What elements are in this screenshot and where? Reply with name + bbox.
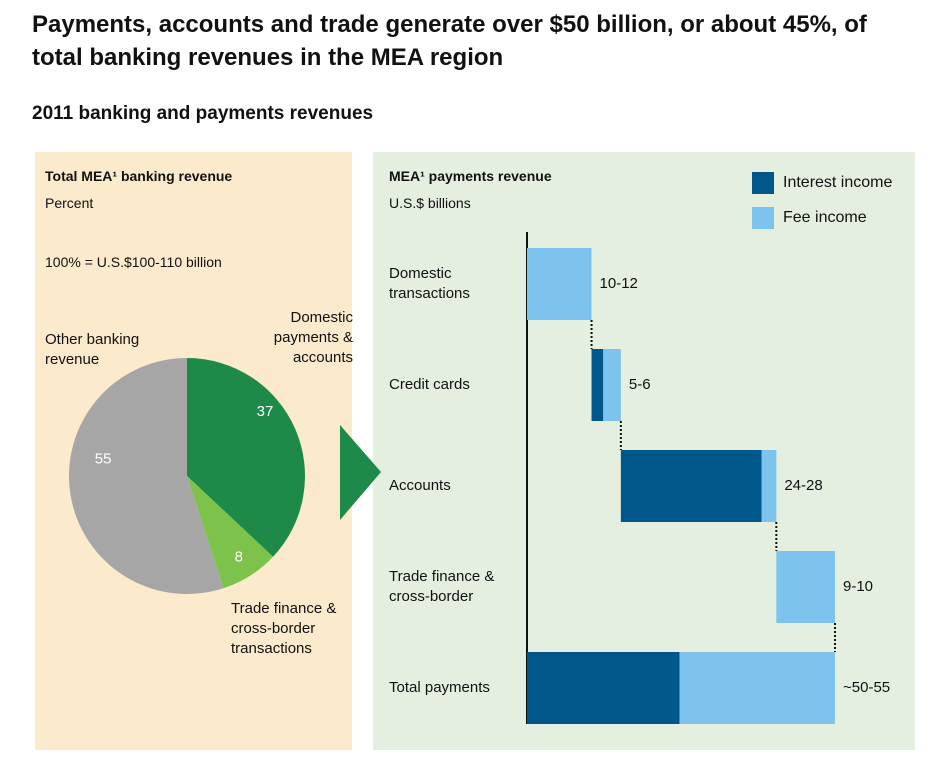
slice-value-label: 55 <box>95 450 112 467</box>
pie-note: 100% = U.S.$100-110 billion <box>45 254 222 270</box>
pie-title: Total MEA¹ banking revenue <box>45 168 233 184</box>
slice-value-label: 8 <box>235 549 243 566</box>
arrow <box>340 425 381 520</box>
page-title: Payments, accounts and trade generate ov… <box>32 11 867 71</box>
pie-slice <box>68 358 224 594</box>
bar-segment <box>527 652 680 724</box>
page-subtitle: 2011 banking and payments revenues <box>32 103 374 124</box>
legend-swatch <box>752 207 774 229</box>
waterfall-title: MEA¹ payments revenue <box>389 168 552 184</box>
slice-value-label: 37 <box>257 403 274 420</box>
category-label: Total payments <box>389 679 490 696</box>
bar-segment <box>527 248 592 320</box>
bar-segment <box>776 551 835 623</box>
bar-value-label: 10-12 <box>600 275 638 292</box>
pie-slice <box>187 358 305 557</box>
bar-segment <box>761 450 777 522</box>
category-label: Credit cards <box>389 376 470 393</box>
bar-value-label: ~50-55 <box>843 679 890 696</box>
category-label: Trade finance & cross-border <box>389 568 495 605</box>
bar-segment <box>591 349 604 421</box>
category-label: Domestic transactions <box>389 265 470 302</box>
bar-segment <box>620 450 762 522</box>
bar-segment <box>603 349 621 421</box>
bar-segment <box>679 652 835 724</box>
legend-swatch <box>752 172 774 194</box>
slice-category-label: Trade finance & cross-border transaction… <box>231 600 337 657</box>
pie-slice <box>187 476 274 589</box>
bar-value-label: 5-6 <box>629 376 651 393</box>
legend-label: Fee income <box>783 209 867 226</box>
category-label: Accounts <box>389 477 451 494</box>
slice-category-label: Other banking revenue <box>45 331 140 368</box>
bar-value-label: 9-10 <box>843 578 873 595</box>
legend-label: Interest income <box>783 174 893 191</box>
waterfall-subtitle: U.S.$ billions <box>389 195 471 211</box>
slice-category-label: Domestic payments & accounts <box>273 309 353 366</box>
pie-subtitle: Percent <box>45 195 94 211</box>
bar-value-label: 24-28 <box>784 477 822 494</box>
